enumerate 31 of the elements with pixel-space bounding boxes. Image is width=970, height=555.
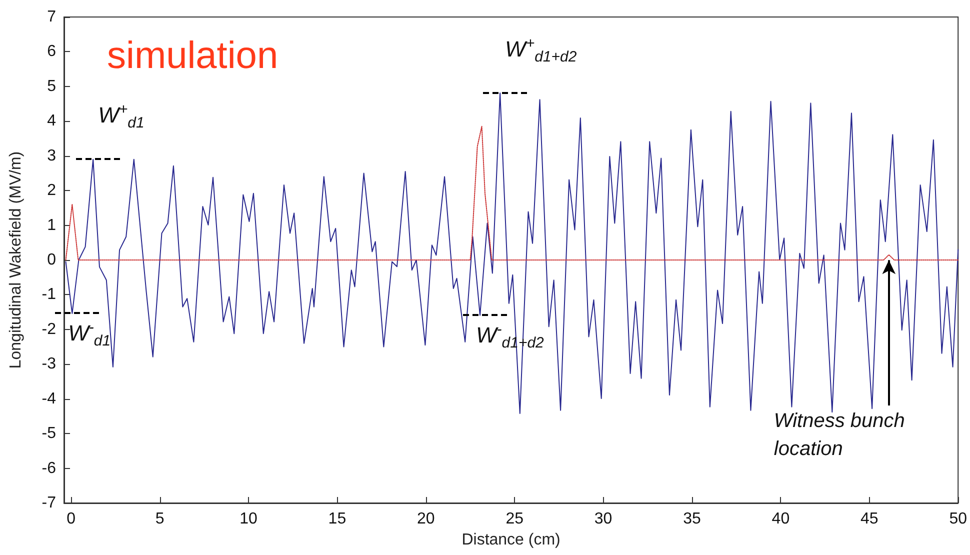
x-tick-label: 30 xyxy=(594,510,612,528)
x-tick-label: 50 xyxy=(949,510,968,528)
y-tick-label: -1 xyxy=(42,286,56,304)
x-tick-label: 40 xyxy=(772,510,790,528)
x-tick-label: 45 xyxy=(860,510,878,528)
y-tick-label: 1 xyxy=(47,216,56,234)
text: simulation xyxy=(107,35,278,77)
x-tick-label: 0 xyxy=(66,510,76,528)
x-tick-label: 5 xyxy=(155,510,164,528)
y-tick-label: 6 xyxy=(47,43,56,60)
x-tick-label: 25 xyxy=(506,510,524,528)
y-tick-label: 2 xyxy=(47,182,56,200)
y-tick-label: 0 xyxy=(47,252,56,268)
y-tick-label: -6 xyxy=(42,460,56,477)
line-series xyxy=(65,92,959,414)
y-axis-title: Longitudinal Wakefield (MV/m) xyxy=(8,151,24,369)
y-tick-label: 7 xyxy=(47,8,56,26)
y-tick-label: 4 xyxy=(47,112,56,130)
x-tick-label: 15 xyxy=(328,510,346,528)
y-tick-label: -2 xyxy=(42,320,56,338)
y-tick-label: 5 xyxy=(47,78,56,95)
y-tick-label: -7 xyxy=(42,494,56,512)
annotation: Witness bunch location xyxy=(774,408,906,462)
y-tick-label: -5 xyxy=(42,425,56,442)
y-tick-label: -3 xyxy=(42,356,56,373)
y-tick-label: -4 xyxy=(42,390,56,408)
x-tick-label: 10 xyxy=(240,510,258,528)
x-tick-label: 20 xyxy=(417,510,435,528)
x-tick-label: 35 xyxy=(683,510,701,528)
x-axis-title: Distance (cm) xyxy=(462,531,560,548)
y-tick-label: 3 xyxy=(47,147,56,164)
